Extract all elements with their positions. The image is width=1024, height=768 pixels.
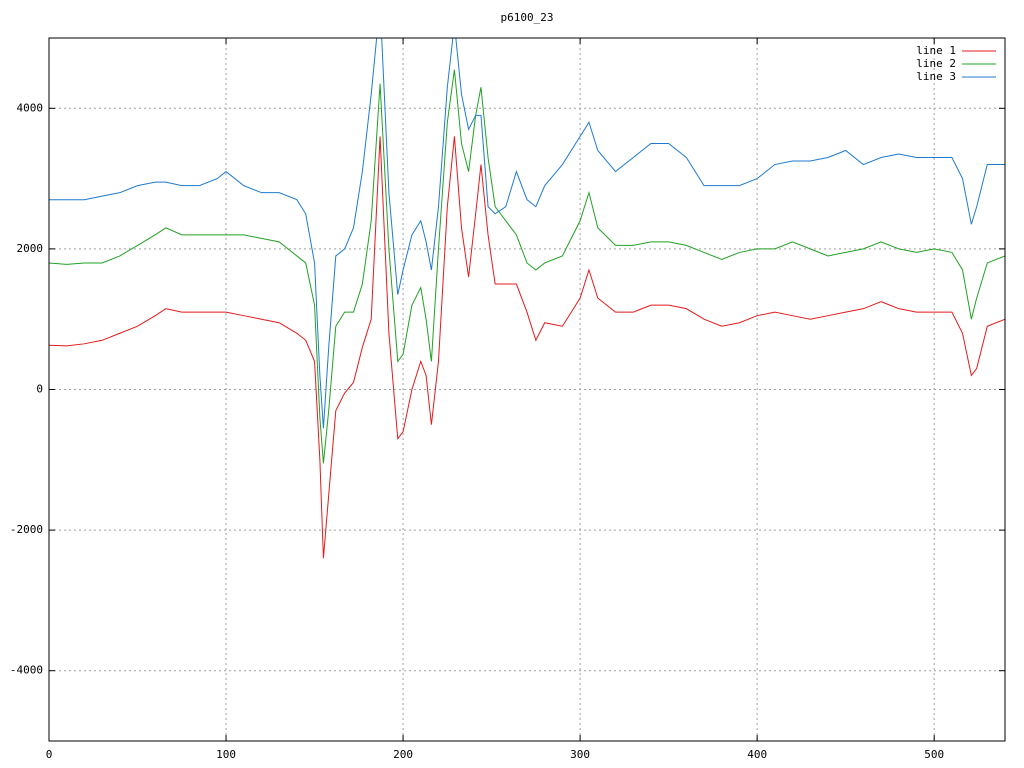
grid [48,38,1005,741]
legend-label: line 2 [916,57,956,70]
plot-border [48,37,1006,742]
plot-area [49,38,1005,559]
legend-label: line 1 [916,44,956,57]
data-line [49,136,1005,559]
legend-label: line 3 [916,70,956,83]
x-tick-label: 300 [570,748,590,761]
y-tick-label: 2000 [17,242,44,255]
chart-title: p6100_23 [501,11,554,24]
x-tick-label: 500 [924,748,944,761]
y-tick-label: 0 [36,383,43,396]
x-tick-label: 100 [216,748,236,761]
data-line [49,69,1005,464]
y-tick-label: -2000 [10,523,43,536]
data-line [49,38,1005,429]
y-tick-label: 4000 [17,101,44,114]
x-tick-label: 400 [747,748,767,761]
y-tick-label: -4000 [10,664,43,677]
x-tick-label: 0 [46,748,53,761]
x-tick-label: 200 [393,748,413,761]
